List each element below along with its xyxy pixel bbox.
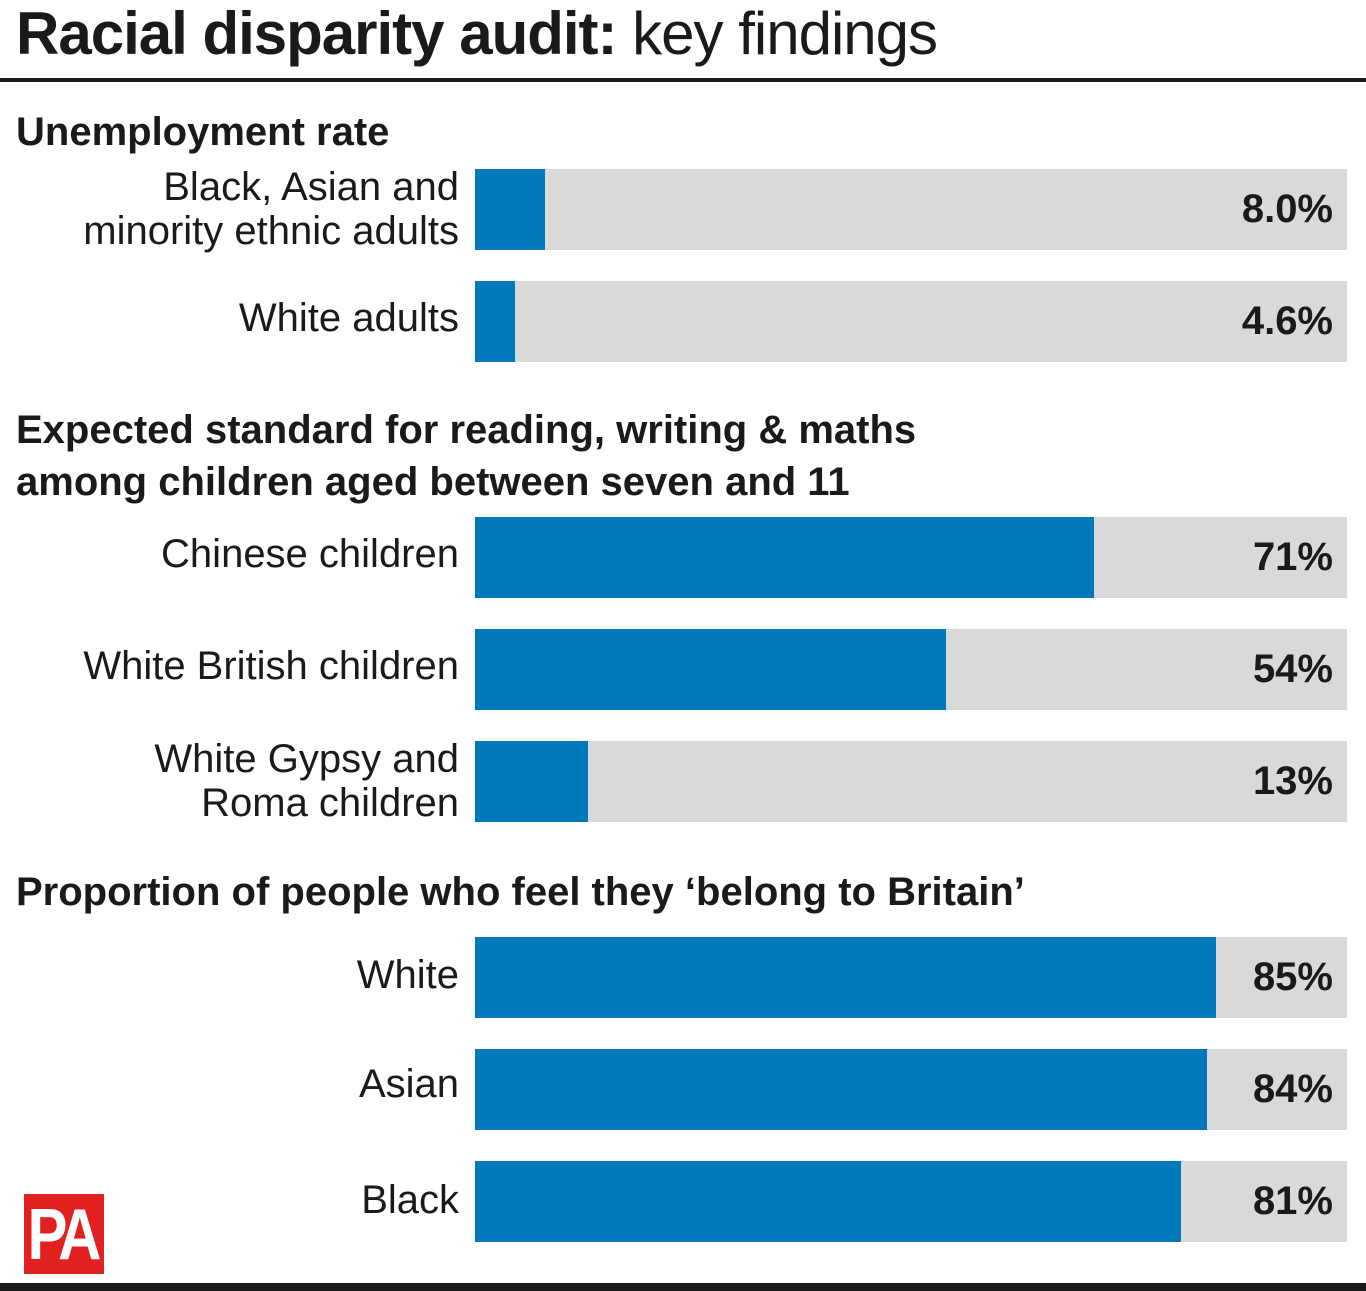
pa-logo-text: PA bbox=[27, 1193, 102, 1275]
bar bbox=[475, 281, 516, 362]
title-bold: Racial disparity audit: bbox=[16, 0, 617, 67]
section-title-line: among children aged between seven and 11 bbox=[16, 460, 850, 504]
bar-value-label: 71% bbox=[1252, 535, 1333, 579]
bar-track: 81% bbox=[475, 1161, 1347, 1242]
bar-track: 84% bbox=[475, 1049, 1347, 1130]
section-title-belonging: Proportion of people who feel they ‘belo… bbox=[16, 866, 1025, 918]
section-title-line: Expected standard for reading, writing &… bbox=[16, 408, 917, 452]
bar-value-label: 81% bbox=[1252, 1179, 1333, 1223]
row-label: Black bbox=[361, 1178, 459, 1222]
bar-value-label: 85% bbox=[1252, 955, 1333, 999]
row-label-line: White bbox=[356, 953, 459, 997]
row-label-line: Black, Asian and bbox=[163, 165, 459, 209]
bar-value-label: 84% bbox=[1252, 1067, 1333, 1111]
section-title-line: Unemployment rate bbox=[16, 110, 390, 154]
row-label: White bbox=[357, 953, 459, 997]
row-label-line: Roma children bbox=[201, 781, 459, 825]
bar-track: 71% bbox=[475, 517, 1347, 598]
bar-track: 85% bbox=[475, 937, 1347, 1018]
bar-track: 8.0% bbox=[475, 169, 1347, 250]
bar-value-label: 8.0% bbox=[1241, 187, 1333, 231]
bar bbox=[475, 1161, 1182, 1242]
top-rule bbox=[0, 78, 1366, 82]
bar-track: 13% bbox=[475, 741, 1347, 822]
row-label-line: White British children bbox=[83, 644, 459, 688]
pa-logo: PA bbox=[24, 1194, 104, 1274]
row-label-line: Chinese children bbox=[161, 532, 459, 576]
bar-value-label: 4.6% bbox=[1241, 299, 1333, 343]
row-label: White British children bbox=[83, 644, 459, 688]
row-label-line: White Gypsy and bbox=[154, 737, 459, 781]
section-title-unemployment: Unemployment rate bbox=[16, 106, 389, 158]
bar-track: 4.6% bbox=[475, 281, 1347, 362]
bar bbox=[475, 741, 589, 822]
bar bbox=[475, 517, 1095, 598]
section-title-expected-standard: Expected standard for reading, writing &… bbox=[16, 404, 916, 508]
bar-value-label: 13% bbox=[1252, 759, 1333, 803]
row-label: White adults bbox=[239, 296, 459, 340]
bar-track: 54% bbox=[475, 629, 1347, 710]
row-label-line: minority ethnic adults bbox=[83, 209, 459, 253]
row-label-line: White adults bbox=[238, 296, 459, 340]
row-label-line: Asian bbox=[358, 1062, 459, 1106]
page-title: Racial disparity audit: key findings bbox=[16, 0, 938, 67]
bar bbox=[475, 629, 946, 710]
bar bbox=[475, 937, 1217, 1018]
bar bbox=[475, 1049, 1208, 1130]
row-label: White Gypsy and Roma children bbox=[154, 737, 459, 825]
row-label: Black, Asian and minority ethnic adults bbox=[83, 165, 459, 253]
row-label-line: Black bbox=[361, 1178, 459, 1222]
section-title-line: Proportion of people who feel they ‘belo… bbox=[16, 870, 1025, 914]
row-label: Asian bbox=[359, 1062, 459, 1106]
row-label: Chinese children bbox=[161, 532, 459, 576]
bar-value-label: 54% bbox=[1252, 647, 1333, 691]
bar bbox=[475, 169, 545, 250]
bottom-rule bbox=[0, 1283, 1366, 1291]
title-light: key findings bbox=[632, 0, 938, 67]
